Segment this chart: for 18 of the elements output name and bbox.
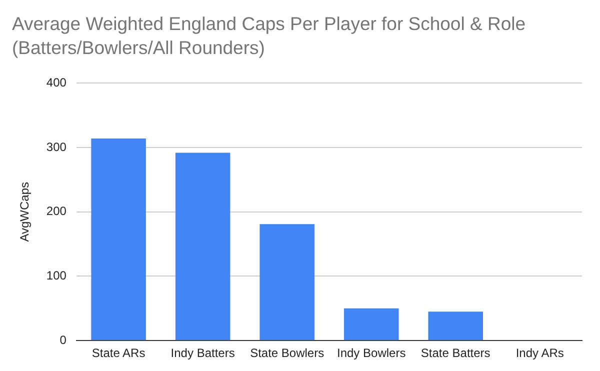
y-tick-label: 200 <box>46 204 67 218</box>
bar <box>175 152 230 340</box>
x-tick-label: Indy Batters <box>170 346 235 360</box>
y-axis-title: AvgWCaps <box>18 182 32 242</box>
bar <box>428 312 483 340</box>
chart-title: Average Weighted England Caps Per Player for School & Role (Batters/Bowlers/All Rounders) <box>12 12 527 60</box>
bar <box>260 224 314 340</box>
y-tick-label: 100 <box>46 268 67 283</box>
x-tick-label: State ARs <box>92 346 146 360</box>
bar <box>91 138 146 340</box>
bar <box>344 308 399 340</box>
x-tick-label: Indy ARs <box>516 346 564 360</box>
x-tick-label: State Batters <box>420 346 490 360</box>
y-tick-label: 0 <box>60 332 67 347</box>
x-tick-label: State Bowlers <box>250 346 324 360</box>
x-tick-label: Indy Bowlers <box>336 346 406 360</box>
y-tick-label: 300 <box>46 140 67 154</box>
y-tick-label: 400 <box>46 76 67 90</box>
